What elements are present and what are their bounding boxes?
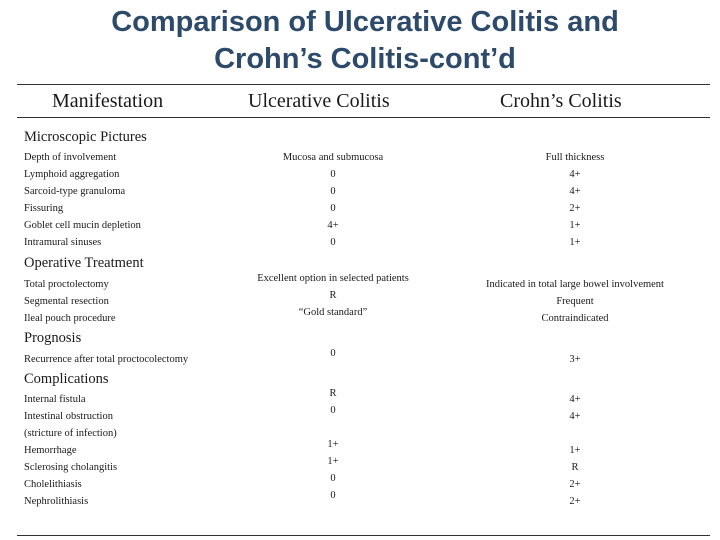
table-cell: 0 (330, 405, 336, 416)
table-cell: 1+ (569, 237, 581, 248)
table-cell: Segmental resection (24, 296, 109, 307)
table-cell: 4+ (569, 169, 581, 180)
table-cell: Sarcoid-type granuloma (24, 186, 126, 197)
table-cell: R (329, 388, 337, 399)
section-heading-prognosis: Prognosis (24, 330, 82, 346)
table-cell: (stricture of infection) (24, 428, 117, 439)
table-cell: 4+ (569, 394, 581, 405)
title-line-2: Crohn’s Colitis-cont’d (214, 43, 516, 75)
table-cell: 0 (330, 348, 336, 359)
header-manifestation: Manifestation (52, 90, 164, 112)
slide-title: Comparison of Ulcerative Colitis and Cro… (0, 4, 720, 78)
table-cell: Indicated in total large bowel involveme… (486, 279, 664, 290)
table-cell: 2+ (569, 496, 581, 507)
title-line-1: Comparison of Ulcerative Colitis and (111, 6, 619, 38)
complications-cd-values-a: 4+ 4+ (470, 391, 680, 425)
table-cell: Ileal pouch procedure (24, 313, 116, 324)
section-heading-complications: Complications (24, 371, 109, 387)
table-cell: 1+ (569, 445, 581, 456)
table-cell: R (571, 462, 579, 473)
table-cell: Excellent option in selected patients (257, 273, 409, 284)
table-cell: Total proctolectomy (24, 279, 109, 290)
table-cell: 4+ (569, 186, 581, 197)
table-cell: Nephrolithiasis (24, 496, 89, 507)
table-cell: Internal fistula (24, 394, 86, 405)
table-cell: 1+ (327, 439, 339, 450)
microscopic-uc-values: Mucosa and submucosa 0 0 0 4+ 0 (244, 149, 422, 251)
header-ulcerative-colitis: Ulcerative Colitis (248, 90, 390, 112)
table-cell: 0 (330, 490, 336, 501)
complications-cd-values-b: 1+ R 2+ 2+ (470, 442, 680, 510)
table-cell: Cholelithiasis (24, 479, 82, 490)
complications-uc-values-b: 1+ 1+ 0 0 (244, 436, 422, 504)
table-cell: Intramural sinuses (24, 237, 102, 248)
table-cell: R (329, 290, 337, 301)
table-cell: 1+ (569, 220, 581, 231)
table-cell: Lymphoid aggregation (24, 169, 120, 180)
table-cell: 2+ (569, 479, 581, 490)
table-cell: Contraindicated (541, 313, 609, 324)
table-cell: Sclerosing cholangitis (24, 462, 118, 473)
table-cell: 0 (330, 186, 336, 197)
table-cell: Frequent (556, 296, 594, 307)
complications-manifestations: Internal fistula Intestinal obstruction … (24, 391, 117, 510)
table-cell: Hemorrhage (24, 445, 77, 456)
top-rule (17, 84, 710, 85)
table-cell: Intestinal obstruction (24, 411, 113, 422)
table-cell: 0 (330, 203, 336, 214)
prognosis-uc-values: 0 (244, 345, 422, 362)
table-cell: 4+ (569, 411, 581, 422)
table-cell: Full thickness (545, 152, 605, 163)
table-cell: Fissuring (24, 203, 64, 214)
table-cell: Recurrence after total proctocolectomy (24, 354, 189, 365)
table-cell: 2+ (569, 203, 581, 214)
table-cell: 1+ (327, 456, 339, 467)
table-cell: 0 (330, 169, 336, 180)
bottom-rule (17, 535, 710, 536)
operative-uc-values: Excellent option in selected patients R … (244, 270, 422, 321)
microscopic-manifestations: Depth of involvement Lymphoid aggregatio… (24, 149, 141, 251)
complications-uc-values-a: R 0 (244, 385, 422, 419)
table-cell: 4+ (327, 220, 339, 231)
section-heading-microscopic: Microscopic Pictures (24, 129, 147, 145)
operative-manifestations: Total proctolectomy Segmental resection … (24, 276, 116, 327)
table-cell: 0 (330, 237, 336, 248)
table-cell: 3+ (569, 354, 581, 365)
section-heading-operative: Operative Treatment (24, 255, 144, 271)
microscopic-cd-values: Full thickness 4+ 4+ 2+ 1+ 1+ (470, 149, 680, 251)
operative-cd-values: Indicated in total large bowel involveme… (470, 276, 680, 327)
table-cell: Goblet cell mucin depletion (24, 220, 141, 231)
prognosis-cd-values: 3+ (470, 351, 680, 368)
header-crohns-colitis: Crohn’s Colitis (500, 90, 622, 112)
table-cell: “Gold standard” (298, 307, 368, 318)
header-rule (17, 117, 710, 118)
table-cell: Mucosa and submucosa (282, 152, 384, 163)
prognosis-manifestations: Recurrence after total proctocolectomy (24, 351, 188, 368)
table-cell: 0 (330, 473, 336, 484)
table-cell: Depth of involvement (24, 152, 117, 163)
